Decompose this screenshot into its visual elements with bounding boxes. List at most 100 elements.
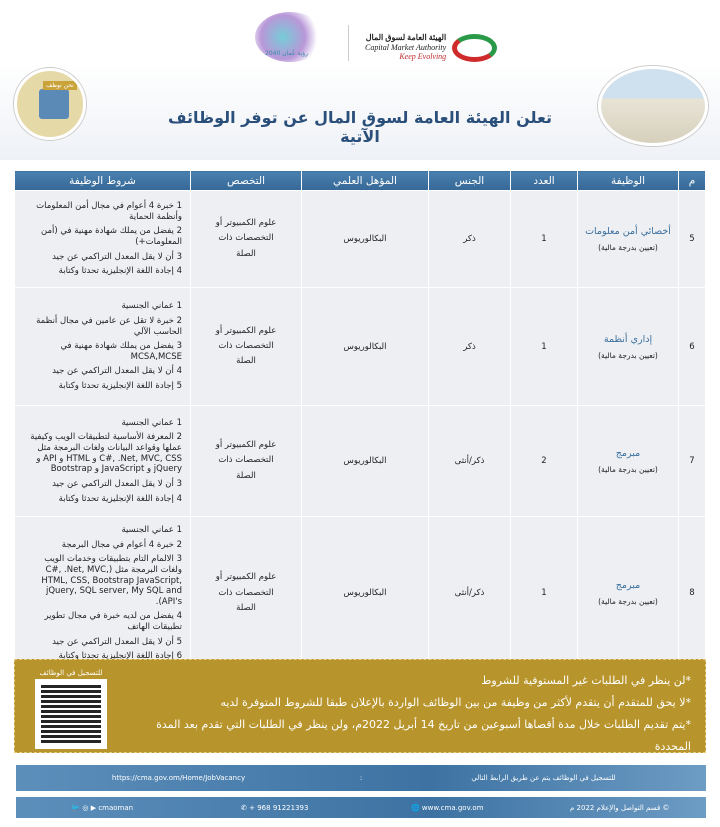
- condition-item: 4 أن لا يقل المعدل التراكمي عن جيد: [52, 366, 182, 377]
- logo-divider: [348, 25, 349, 61]
- instagram-icon[interactable]: ◎: [82, 803, 89, 812]
- office-chair-image: نحن نوظف: [14, 68, 86, 140]
- condition-item: 5 أن لا يقل المعدل التراكمي عن جيد: [52, 636, 182, 647]
- specialty-cell: علوم الكمبيوتر أو التخصصات ذات الصلة: [190, 516, 302, 671]
- job-title: أخصائي أمن معلومات: [585, 226, 671, 237]
- footer-copyright: © قسم التواصل والإعلام 2022 م: [569, 803, 670, 812]
- condition-item: 2 المعرفة الأساسية لتطبيقات الويب وكيفية…: [30, 432, 182, 475]
- row-number: 7: [678, 405, 706, 517]
- count-cell: 1: [510, 190, 578, 288]
- job-vacancy-link[interactable]: https://cma.gov.om/Home/JobVacancy: [111, 774, 246, 782]
- vision-logo-text: رؤية عُمان 2040: [265, 50, 309, 57]
- phone-number: + 968 91221393: [249, 803, 309, 812]
- condition-item: 2 خبرة 4 أعوام في مجال البرمجة: [61, 539, 182, 550]
- condition-item: 2 يفضل من يملك شهادة مهنية في (أمن المعل…: [41, 226, 182, 247]
- registration-link-bar: للتسجيل في الوظائف يتم عن طريق الرابط ال…: [16, 765, 706, 791]
- count-cell: 1: [510, 287, 578, 406]
- link-instruction: للتسجيل في الوظائف يتم عن طريق الرابط ال…: [471, 774, 616, 782]
- job-title: إداري أنظمة: [603, 333, 653, 345]
- whatsapp-icon: ✆: [241, 803, 250, 812]
- job-cell: إداري أنظمة (تعيين بدرجة مالية): [577, 287, 679, 406]
- row-number: 8: [678, 516, 706, 671]
- gender-cell: ذكر: [428, 190, 511, 288]
- condition-item: 1 خبرة 4 أعوام في مجال أمن المعلومات وأن…: [36, 201, 182, 222]
- condition-item: 1 عماني الجنسية: [121, 417, 182, 428]
- chair-badge: نحن نوظف: [43, 81, 77, 90]
- conditions-cell: 1 عماني الجنسية 2 خبرة 4 أعوام في مجال ال…: [14, 516, 191, 671]
- row-number: 6: [678, 287, 706, 406]
- twitter-icon[interactable]: 🐦: [71, 803, 81, 812]
- specialty-cell: علوم الكمبيوتر أو التخصصات ذات الصلة: [190, 287, 302, 406]
- social-handle[interactable]: cmaoman: [98, 803, 134, 812]
- cma-logo-arabic: الهيئة العامة لسوق المال: [365, 33, 447, 43]
- job-title: مبرمج: [615, 580, 641, 592]
- table-row: 7 مبرمج (تعيين بدرجة مالية) 2 ذكر/أنثى ال…: [14, 405, 706, 517]
- condition-item: 1 عماني الجنسية: [121, 525, 182, 535]
- page-title: تعلن الهيئة العامة لسوق المال عن توفر ال…: [167, 108, 553, 146]
- col-specialty: التخصص: [190, 170, 302, 191]
- qr-label: للتسجيل في الوظائف: [39, 669, 103, 677]
- conditions-cell: 1 عماني الجنسية 2 خبرة لا تقل عن عامين في…: [14, 287, 191, 406]
- gender-cell: ذكر/أنثى: [428, 405, 511, 517]
- specialty-cell: علوم الكمبيوتر أو التخصصات ذات الصلة: [190, 190, 302, 288]
- specialty-cell: علوم الكمبيوتر أو التخصصات ذات الصلة: [190, 405, 302, 517]
- table-row: 6 إداري أنظمة (تعيين بدرجة مالية) 1 ذكر ا…: [14, 287, 706, 406]
- row-number: 5: [678, 190, 706, 288]
- condition-item: 4 إجادة اللغة الإنجليزية تحدثا وكتابة: [58, 493, 182, 504]
- job-subtitle: (تعيين بدرجة مالية): [598, 350, 658, 360]
- cma-logo-tagline: Keep Evolving: [399, 52, 447, 62]
- job-cell: مبرمج (تعيين بدرجة مالية): [577, 405, 679, 517]
- condition-item: 4 يفضل من لديه خبرة في مجال تطوير تطبيقا…: [44, 611, 182, 632]
- page-header: الهيئة العامة لسوق المال Capital Market …: [0, 0, 720, 160]
- notes-box: *لن ينظر في الطلبات غير المستوفية للشروط…: [14, 659, 706, 753]
- link-separator: :: [359, 774, 363, 782]
- condition-item: 3 الالمام التام بتطبيقات وخدمات الويب ول…: [41, 554, 182, 607]
- condition-item: 3 يفضل من يملك شهادة مهنية في MCSA,MCSE: [60, 341, 182, 362]
- note-item: *لا يحق للمتقدم أن يتقدم لأكثر من وظيفة …: [220, 696, 691, 709]
- website-link[interactable]: www.cma.gov.om: [421, 803, 484, 812]
- qualification-cell: البكالوريوس: [301, 516, 429, 671]
- job-subtitle: (تعيين بدرجة مالية): [598, 243, 658, 252]
- job-title: مبرمج: [615, 448, 641, 459]
- condition-item: 2 خبرة لا تقل عن عامين في مجال أنظمة الح…: [36, 315, 182, 337]
- col-job: الوظيفة: [577, 170, 679, 191]
- youtube-icon[interactable]: ▶: [90, 803, 97, 812]
- condition-item: 1 عماني الجنسية: [121, 301, 182, 312]
- col-count: العدد: [510, 170, 578, 191]
- building-image: [598, 66, 708, 146]
- job-subtitle: (تعيين بدرجة مالية): [598, 597, 658, 607]
- footer: © قسم التواصل والإعلام 2022 م 🌐 www.cma.…: [16, 797, 706, 818]
- qualification-cell: البكالوريوس: [301, 405, 429, 517]
- note-item: *يتم تقديم الطلبات خلال مدة أقصاها أسبوع…: [156, 718, 691, 753]
- cma-logo-english: Capital Market Authority: [365, 42, 447, 52]
- col-qualification: المؤهل العلمي: [301, 170, 429, 191]
- condition-item: 3 أن لا يقل المعدل التراكمي عن جيد: [52, 251, 182, 262]
- jobs-table: م الوظيفة العدد الجنس المؤهل العلمي التخ…: [14, 170, 706, 671]
- count-cell: 2: [510, 405, 578, 517]
- job-subtitle: (تعيين بدرجة مالية): [598, 465, 658, 474]
- condition-item: 4 إجادة اللغة الإنجليزية تحدثا وكتابة: [58, 266, 182, 277]
- gender-cell: ذكر: [428, 287, 511, 406]
- col-conditions: شروط الوظيفة: [14, 170, 191, 191]
- table-row: 8 مبرمج (تعيين بدرجة مالية) 1 ذكر/أنثى ال…: [14, 516, 706, 671]
- condition-item: 3 أن لا يقل المعدل التراكمي عن جيد: [52, 478, 182, 489]
- job-cell: أخصائي أمن معلومات (تعيين بدرجة مالية): [577, 190, 679, 288]
- qualification-cell: البكالوريوس: [301, 190, 429, 288]
- condition-item: 6 إجادة اللغة الإنجليزية تحدثا وكتابة: [58, 651, 182, 662]
- note-item: *لن ينظر في الطلبات غير المستوفية للشروط: [481, 674, 691, 687]
- cma-logo: الهيئة العامة لسوق المال Capital Market …: [365, 25, 505, 70]
- qr-code[interactable]: [35, 679, 107, 749]
- col-gender: الجنس: [428, 170, 511, 191]
- job-cell: مبرمج (تعيين بدرجة مالية): [577, 516, 679, 671]
- condition-item: 5 إجادة اللغة الإنجليزية تحدثا وكتابة: [58, 381, 182, 392]
- conditions-cell: 1 عماني الجنسية 2 المعرفة الأساسية لتطبيق…: [14, 405, 191, 517]
- globe-icon: 🌐: [410, 803, 422, 812]
- oman-emblem-icon: [452, 33, 498, 62]
- col-no: م: [678, 170, 706, 191]
- conditions-cell: 1 خبرة 4 أعوام في مجال أمن المعلومات وأن…: [14, 190, 191, 288]
- qualification-cell: البكالوريوس: [301, 287, 429, 406]
- vision-2040-logo: [255, 12, 325, 62]
- table-row: 5 أخصائي أمن معلومات (تعيين بدرجة مالية) …: [14, 190, 706, 288]
- gender-cell: ذكر/أنثى: [428, 516, 511, 671]
- count-cell: 1: [510, 516, 578, 671]
